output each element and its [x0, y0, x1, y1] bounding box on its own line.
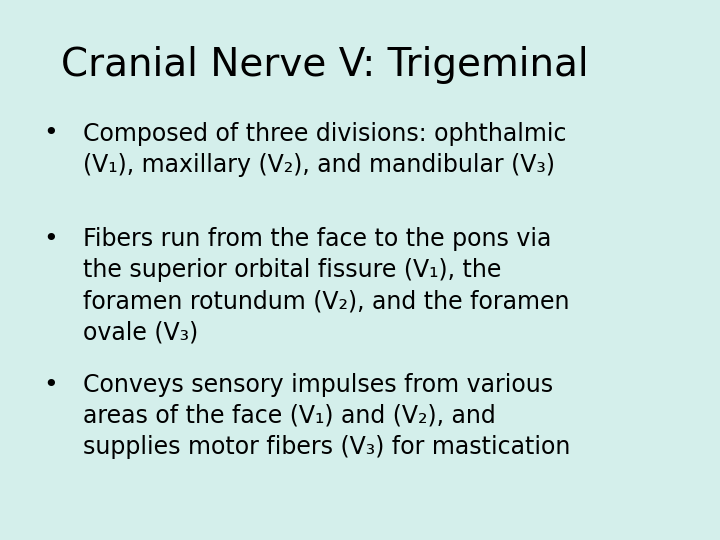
Text: •: • — [43, 373, 58, 396]
Text: Fibers run from the face to the pons via
the superior orbital fissure (V₁), the
: Fibers run from the face to the pons via… — [83, 227, 570, 345]
Text: •: • — [43, 227, 58, 251]
Text: •: • — [43, 122, 58, 145]
Text: Conveys sensory impulses from various
areas of the face (V₁) and (V₂), and
suppl: Conveys sensory impulses from various ar… — [83, 373, 570, 459]
Text: Cranial Nerve V: Trigeminal: Cranial Nerve V: Trigeminal — [61, 46, 589, 84]
Text: Composed of three divisions: ophthalmic
(V₁), maxillary (V₂), and mandibular (V₃: Composed of three divisions: ophthalmic … — [83, 122, 567, 177]
